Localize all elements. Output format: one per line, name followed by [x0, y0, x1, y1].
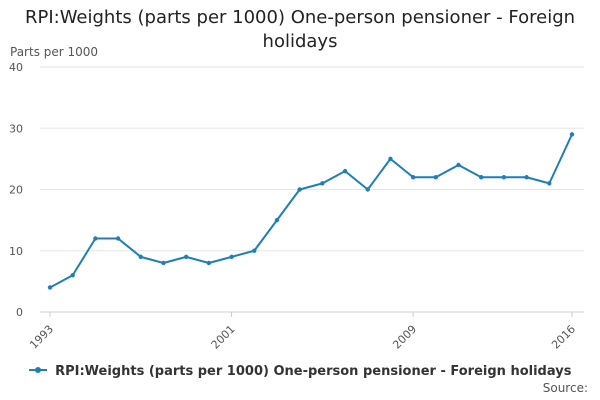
data-point[interactable] — [93, 236, 98, 241]
data-point[interactable] — [229, 254, 234, 260]
data-point[interactable] — [320, 181, 325, 186]
data-point[interactable] — [47, 285, 53, 290]
legend-entry-label: RPI:Weights (parts per 1000) One-person … — [55, 364, 572, 379]
axes — [40, 311, 584, 317]
tick-labels: 0 10 20 30 40 1993 2001 2009 2016 — [9, 61, 578, 352]
data-point[interactable] — [252, 248, 257, 253]
data-point[interactable] — [138, 254, 143, 260]
data-point[interactable] — [479, 175, 484, 180]
data-point[interactable] — [365, 187, 370, 192]
x-tick-label: 2001 — [209, 323, 238, 352]
source-label: Source: — [542, 381, 588, 395]
y-tick-label: 0 — [16, 306, 23, 319]
data-point[interactable] — [70, 273, 75, 278]
data-point[interactable] — [274, 217, 280, 223]
y-tick-label: 40 — [9, 61, 23, 74]
series-lines — [49, 133, 573, 289]
data-point[interactable] — [183, 254, 189, 260]
data-point[interactable] — [524, 175, 529, 180]
data-point[interactable] — [388, 156, 393, 162]
data-point[interactable] — [569, 132, 575, 137]
x-tick-label: 1993 — [27, 323, 56, 352]
data-point[interactable] — [433, 175, 439, 180]
data-point[interactable] — [342, 168, 348, 174]
data-point[interactable] — [161, 260, 166, 266]
data-point[interactable] — [501, 175, 507, 180]
chart-title: RPI:Weights (parts per 1000) One-person … — [24, 7, 576, 52]
data-point[interactable] — [206, 260, 212, 266]
data-point[interactable] — [115, 236, 121, 241]
series-line — [49, 133, 573, 289]
data-point[interactable] — [547, 181, 552, 186]
data-point[interactable] — [297, 187, 302, 192]
data-point[interactable] — [410, 175, 416, 180]
gridlines — [40, 66, 584, 252]
y-tick-label: 30 — [9, 122, 23, 135]
x-tick-label: 2009 — [390, 323, 419, 352]
legend[interactable]: RPI:Weights (parts per 1000) One-person … — [0, 364, 600, 379]
x-tick-label: 2016 — [549, 323, 578, 352]
y-tick-label: 20 — [9, 184, 23, 197]
data-point[interactable] — [456, 162, 461, 168]
legend-swatch — [28, 366, 47, 373]
y-tick-label: 10 — [9, 245, 23, 258]
y-axis-label: Parts per 1000 — [10, 45, 99, 59]
series-points — [47, 132, 575, 290]
